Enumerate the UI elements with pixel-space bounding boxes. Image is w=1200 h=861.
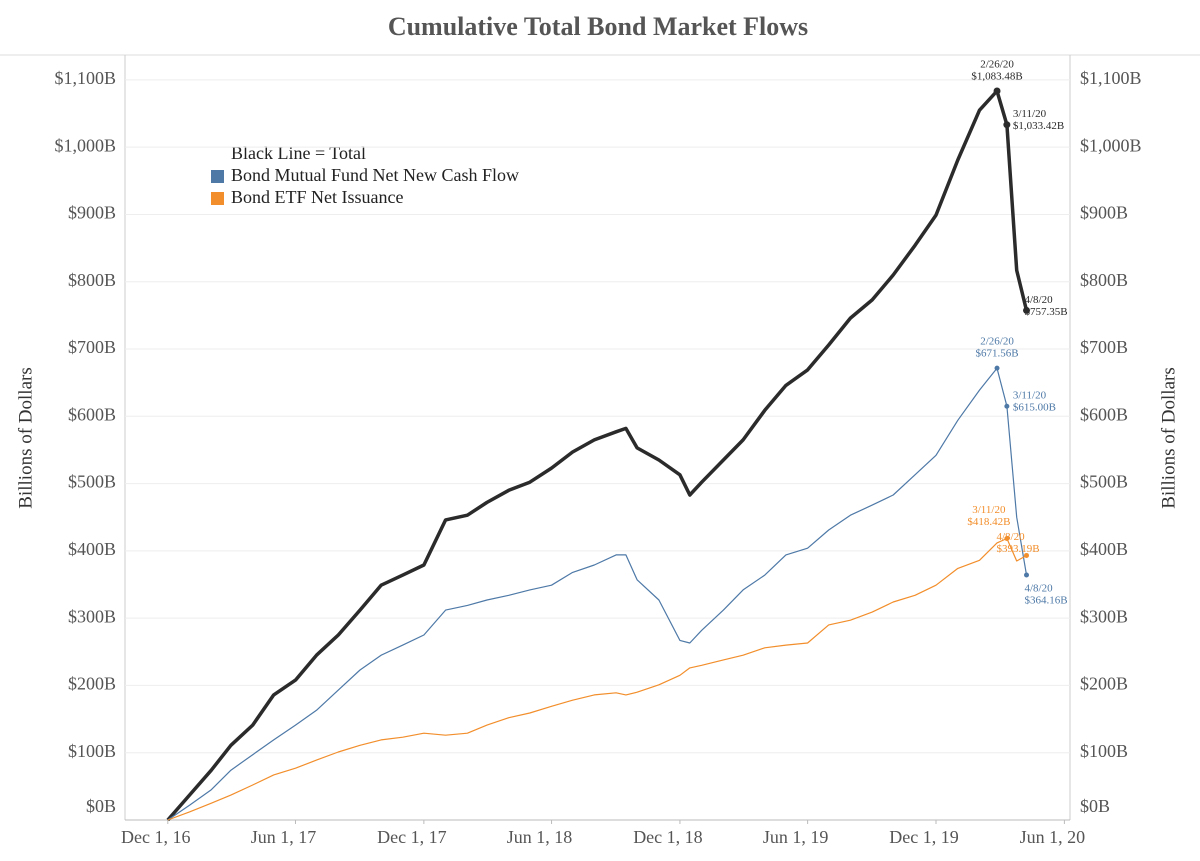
- y2-tick-label: $300B: [1080, 606, 1128, 626]
- y-tick-label: $600B: [68, 404, 116, 424]
- x-tick-label: Jun 1, 18: [507, 827, 573, 847]
- y-tick-label: $800B: [68, 270, 116, 290]
- annotation-value: $1,033.42B: [1013, 120, 1064, 132]
- x-tick-label: Jun 1, 19: [763, 827, 829, 847]
- annotation-value: $671.56B: [975, 348, 1018, 360]
- annotation-dot: [1004, 535, 1010, 541]
- x-tick-label: Dec 1, 17: [377, 827, 446, 847]
- annotation-dot: [1004, 403, 1010, 409]
- legend-label: Bond ETF Net Issuance: [231, 187, 403, 207]
- y2-tick-label: $700B: [1080, 337, 1128, 357]
- y2-tick-label: $800B: [1080, 270, 1128, 290]
- y-tick-label: $200B: [68, 674, 116, 694]
- annotation-dot: [1003, 121, 1011, 129]
- annotation-date: 3/11/20: [1013, 390, 1047, 402]
- y-axis-label: Billions of Dollars: [15, 367, 36, 508]
- annotation-value: $418.42B: [967, 516, 1010, 528]
- y-tick-label: $400B: [68, 539, 116, 559]
- x-tick-label: Dec 1, 16: [121, 827, 190, 847]
- annotation-date: 2/26/20: [980, 336, 1014, 348]
- legend-label: Bond Mutual Fund Net New Cash Flow: [231, 165, 519, 185]
- annotation-date: 4/8/20: [1025, 294, 1054, 306]
- y-tick-label: $700B: [68, 337, 116, 357]
- annotation-dot: [993, 87, 1001, 95]
- y-tick-label: $1,100B: [54, 68, 116, 88]
- chart-title: Cumulative Total Bond Market Flows: [388, 12, 808, 41]
- y2-tick-label: $100B: [1080, 741, 1128, 761]
- y2-tick-label: $0B: [1080, 796, 1110, 816]
- annotation-date: 2/26/20: [980, 59, 1014, 71]
- annotation-date: 3/11/20: [1013, 108, 1047, 120]
- legend-swatch: [211, 192, 224, 205]
- annotation-dot: [1023, 306, 1031, 314]
- annotation-value: $1,083.48B: [971, 71, 1022, 83]
- legend-swatch: [211, 170, 224, 183]
- annotation-date: 4/8/20: [1025, 583, 1054, 595]
- y2-tick-label: $200B: [1080, 674, 1128, 694]
- y2-tick-label: $1,100B: [1080, 68, 1142, 88]
- y-tick-label: $1,000B: [54, 135, 116, 155]
- x-tick-label: Dec 1, 19: [889, 827, 958, 847]
- y2-tick-label: $1,000B: [1080, 135, 1142, 155]
- annotation-date: 4/8/20: [997, 531, 1026, 543]
- annotation-dot: [1024, 572, 1030, 578]
- y2-tick-label: $500B: [1080, 472, 1128, 492]
- annotation-date: 3/11/20: [972, 504, 1006, 516]
- y2-tick-label: $900B: [1080, 203, 1128, 223]
- annotation-value: $757.35B: [1025, 306, 1068, 318]
- y2-axis-label: Billions of Dollars: [1158, 367, 1179, 508]
- x-tick-label: Dec 1, 18: [633, 827, 702, 847]
- y2-tick-label: $400B: [1080, 539, 1128, 559]
- y2-tick-label: $600B: [1080, 404, 1128, 424]
- series-line: [167, 537, 1027, 821]
- series-line: [166, 89, 1029, 822]
- annotation-value: $393.19B: [997, 543, 1040, 555]
- y-tick-label: $300B: [68, 606, 116, 626]
- x-tick-label: Jun 1, 17: [251, 827, 317, 847]
- annotation-dot: [1024, 552, 1030, 558]
- y-tick-label: $100B: [68, 741, 116, 761]
- y-tick-label: $0B: [86, 796, 116, 816]
- series-line: [167, 367, 1028, 821]
- annotation-dot: [994, 365, 1000, 371]
- legend-title: Black Line = Total: [231, 143, 366, 163]
- y-tick-label: $500B: [68, 472, 116, 492]
- annotation-value: $364.16B: [1025, 595, 1068, 607]
- y-tick-label: $900B: [68, 203, 116, 223]
- annotation-value: $615.00B: [1013, 402, 1056, 414]
- x-tick-label: Jun 1, 20: [1020, 827, 1086, 847]
